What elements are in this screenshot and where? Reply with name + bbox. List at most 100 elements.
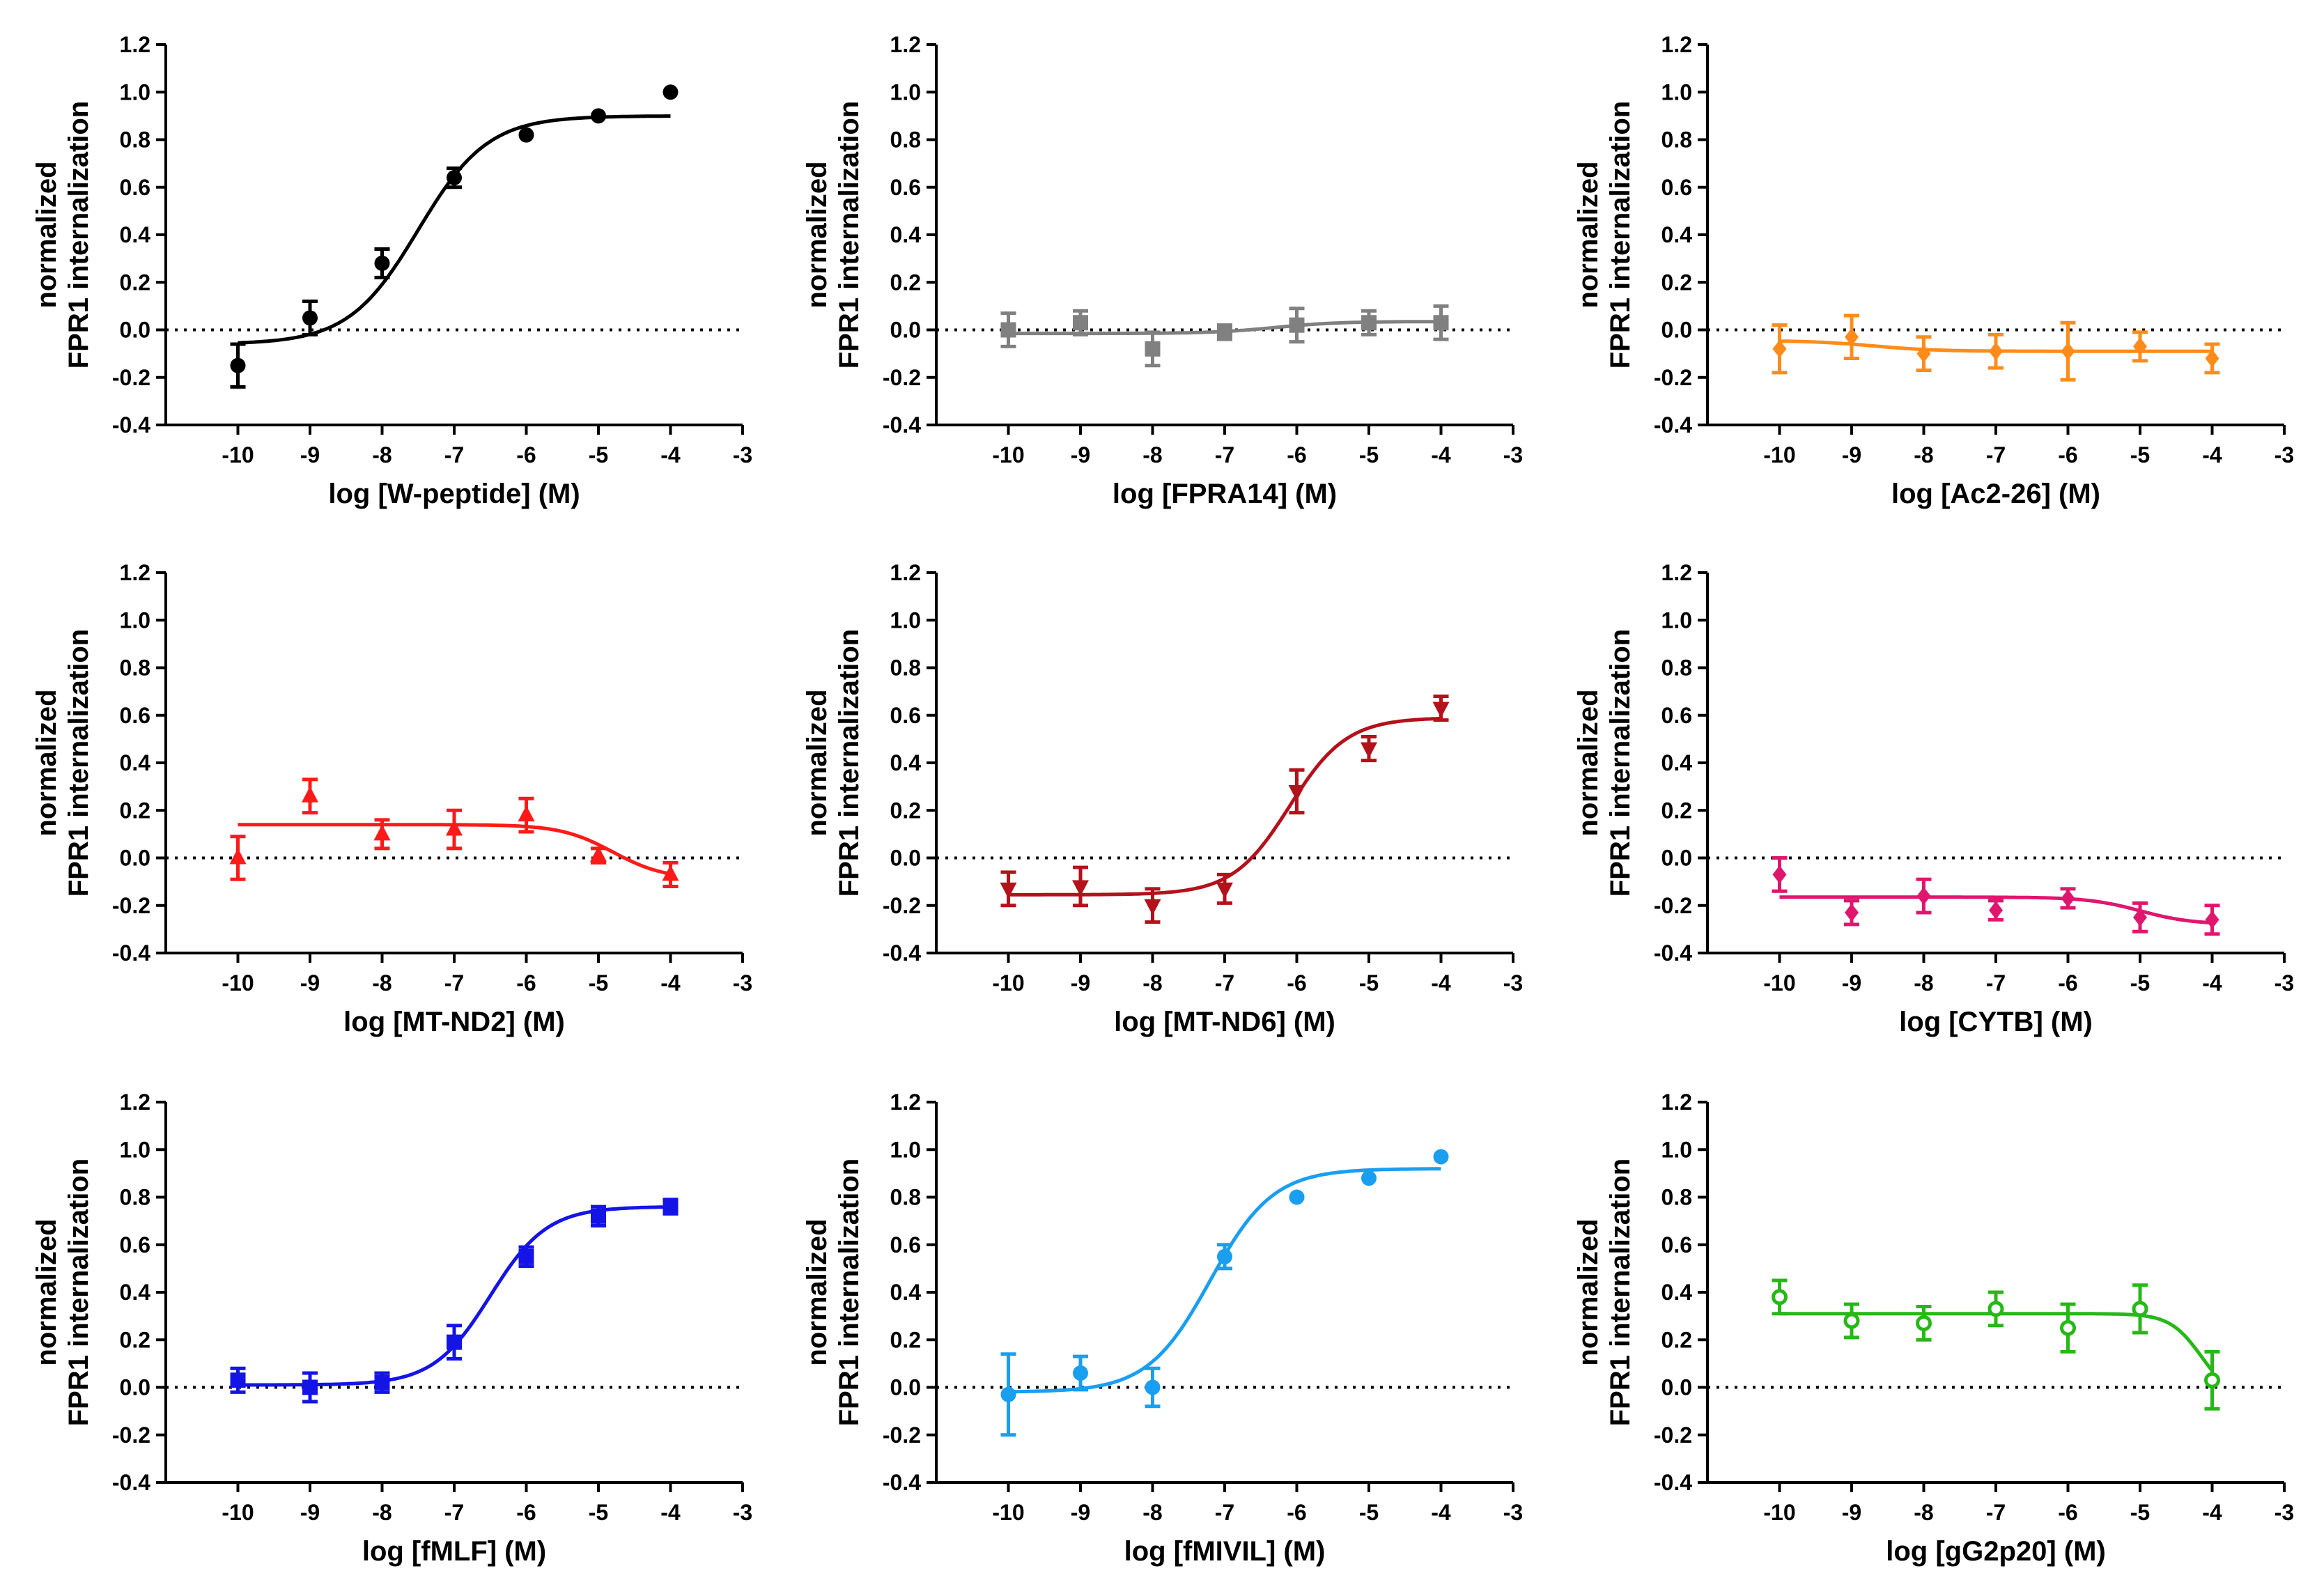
x-tick-label: -10 — [992, 970, 1024, 995]
x-axis-title: log [fMLF] (M) — [362, 1536, 546, 1567]
y-tick-label: 0.0 — [1661, 1375, 1692, 1400]
x-tick-label: -9 — [1071, 1500, 1090, 1525]
x-tick-label: -5 — [1359, 970, 1379, 995]
x-tick-label: -4 — [2202, 1500, 2222, 1525]
data-point — [446, 819, 463, 836]
y-tick-label: 1.2 — [120, 1090, 150, 1115]
data-point — [1845, 327, 1859, 346]
y-tick-label: -0.2 — [883, 893, 921, 918]
y-axis-title-line1: normalized — [1573, 689, 1604, 836]
x-tick-label: -7 — [444, 442, 464, 467]
x-tick-label: -5 — [589, 970, 608, 995]
x-tick-label: -3 — [2275, 442, 2294, 467]
y-tick-label: 0.2 — [890, 798, 921, 823]
y-tick-label: -0.2 — [112, 893, 150, 918]
y-tick-label: -0.4 — [883, 1470, 921, 1495]
data-point — [662, 1199, 679, 1215]
data-point — [2133, 908, 2147, 927]
x-tick-label: -3 — [733, 1500, 752, 1525]
data-point — [1289, 1189, 1305, 1205]
y-axis-title-line1: normalized — [1573, 161, 1604, 308]
fit-curve — [1008, 1167, 1441, 1394]
data-point — [1772, 1289, 1788, 1306]
data-point — [662, 865, 679, 881]
y-axis-title-line1: normalized — [1573, 1218, 1604, 1365]
x-tick-label: -4 — [2202, 442, 2222, 467]
data-point — [1000, 322, 1016, 338]
x-tick-label: -4 — [1431, 1500, 1451, 1525]
y-tick-label: 1.0 — [120, 1137, 150, 1162]
y-tick-label: -0.4 — [1654, 412, 1692, 437]
y-tick-label: 0.8 — [890, 656, 921, 681]
y-tick-label: -0.4 — [883, 412, 921, 437]
y-tick-label: 0.2 — [120, 798, 150, 823]
x-tick-label: -4 — [660, 442, 681, 467]
x-tick-label: -7 — [1986, 442, 2006, 467]
x-tick-label: -6 — [1287, 970, 1306, 995]
x-tick-label: -3 — [1503, 442, 1523, 467]
y-tick-label: 1.2 — [120, 32, 150, 57]
y-tick-label: 0.0 — [890, 1375, 921, 1400]
x-tick-label: -10 — [222, 442, 254, 467]
y-tick-label: 0.2 — [1661, 798, 1692, 823]
y-tick-label: 1.2 — [1661, 32, 1692, 57]
chart-panel-3: -0.4 -0.2 0.0 0.2 0.4 0.6 0.8 1.0 1.2 -10 -9 -8 -7 -6… — [1573, 32, 2294, 509]
y-tick-label: 1.2 — [1661, 560, 1692, 585]
y-tick-label: -0.4 — [112, 1470, 150, 1495]
data-point — [518, 127, 534, 143]
data-point — [1361, 315, 1377, 331]
y-tick-label: -0.4 — [1654, 940, 1692, 966]
y-tick-label: 0.6 — [120, 175, 150, 200]
chart-panel-2: -0.4 -0.2 0.0 0.2 0.4 0.6 0.8 1.0 1.2 -10 -9 -8 -7 -6… — [802, 32, 1523, 509]
data-point — [1987, 1301, 2004, 1317]
y-tick-label: 0.2 — [1661, 1327, 1692, 1352]
x-tick-label: -9 — [1071, 442, 1090, 467]
y-tick-label: 1.0 — [1661, 79, 1692, 104]
x-tick-label: -9 — [1842, 442, 1861, 467]
y-axis-title-line2: FPR1 internalization — [63, 101, 94, 369]
y-tick-label: 0.4 — [1661, 750, 1693, 775]
x-tick-label: -7 — [444, 1500, 464, 1525]
data-point — [374, 255, 390, 271]
y-tick-label: 0.8 — [890, 1185, 921, 1210]
x-tick-label: -10 — [1763, 970, 1795, 995]
x-tick-label: -8 — [372, 970, 392, 995]
data-point — [1361, 1170, 1377, 1186]
x-axis-title: log [gG2p20] (M) — [1886, 1536, 2106, 1567]
x-tick-label: -4 — [1431, 442, 1451, 467]
x-tick-label: -8 — [1142, 1500, 1162, 1525]
y-tick-label: 0.8 — [120, 1185, 150, 1210]
data-point — [1217, 1248, 1232, 1264]
y-tick-label: 0.4 — [1661, 222, 1693, 247]
x-tick-label: -7 — [1215, 442, 1234, 467]
y-tick-label: 0.6 — [1661, 175, 1692, 200]
x-tick-label: -8 — [1914, 970, 1933, 995]
y-tick-label: 0.4 — [1661, 1280, 1693, 1305]
y-tick-label: 0.6 — [890, 1232, 921, 1257]
x-tick-label: -9 — [300, 970, 320, 995]
y-tick-label: 0.2 — [120, 270, 150, 295]
x-tick-label: -5 — [589, 1500, 608, 1525]
y-tick-label: 0.8 — [890, 127, 921, 153]
y-tick-label: 0.4 — [120, 750, 151, 775]
data-point — [373, 824, 391, 841]
y-tick-label: 0.2 — [890, 270, 921, 295]
data-point — [518, 1248, 534, 1264]
data-point — [1145, 341, 1161, 357]
y-tick-label: 0.0 — [120, 1375, 150, 1400]
x-tick-label: -7 — [1986, 1500, 2006, 1525]
y-axis-title-line1: normalized — [802, 1218, 832, 1365]
x-tick-label: -5 — [1359, 1500, 1379, 1525]
y-tick-label: 0.2 — [890, 1327, 921, 1352]
data-point — [302, 310, 318, 326]
data-point — [2205, 911, 2219, 929]
x-tick-label: -6 — [516, 970, 536, 995]
y-tick-label: 0.2 — [1661, 270, 1692, 295]
y-tick-label: -0.4 — [112, 940, 150, 966]
y-tick-label: -0.2 — [112, 1423, 150, 1448]
x-axis-title: log [MT-ND6] (M) — [1114, 1007, 1335, 1037]
data-point — [302, 1379, 318, 1395]
y-tick-label: 0.8 — [1661, 656, 1692, 681]
x-tick-label: -8 — [372, 442, 392, 467]
y-tick-label: 1.2 — [1661, 1090, 1692, 1115]
